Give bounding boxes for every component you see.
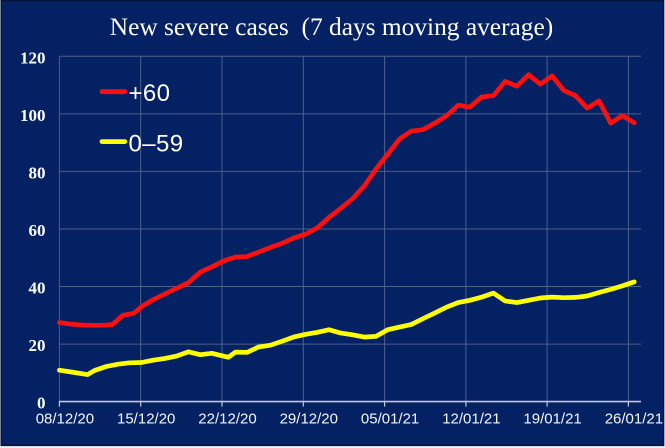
svg-text:29/12/20: 29/12/20 <box>280 411 338 428</box>
svg-text:19/01/21: 19/01/21 <box>523 411 581 428</box>
svg-text:80: 80 <box>29 163 46 182</box>
svg-text:100: 100 <box>20 106 46 125</box>
svg-text:12/01/21: 12/01/21 <box>442 411 500 428</box>
svg-text:New severe cases (7 days movin: New severe cases (7 days moving average) <box>110 13 553 41</box>
svg-text:60: 60 <box>29 221 46 240</box>
svg-text:0–59: 0–59 <box>129 131 184 158</box>
svg-text:26/01/21: 26/01/21 <box>605 411 663 428</box>
svg-text:40: 40 <box>29 279 46 298</box>
svg-text:0: 0 <box>37 394 46 413</box>
svg-text:08/12/20: 08/12/20 <box>36 411 94 428</box>
svg-text:05/01/21: 05/01/21 <box>361 411 419 428</box>
svg-text:15/12/20: 15/12/20 <box>117 411 175 428</box>
svg-text:20: 20 <box>29 336 46 355</box>
svg-text:120: 120 <box>20 48 46 67</box>
svg-text:22/12/20: 22/12/20 <box>198 411 256 428</box>
svg-text:+60: +60 <box>129 80 171 107</box>
